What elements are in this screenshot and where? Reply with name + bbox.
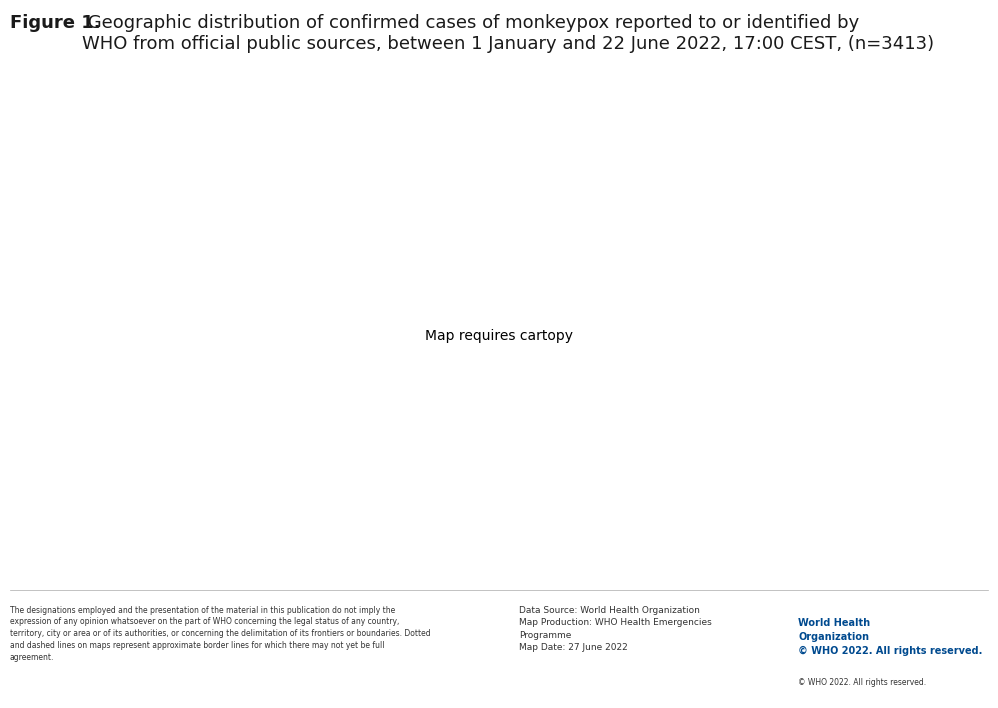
Text: Figure 1.: Figure 1. — [10, 14, 101, 32]
Text: Geographic distribution of confirmed cases of monkeypox reported to or identifie: Geographic distribution of confirmed cas… — [82, 14, 934, 52]
Text: Map requires cartopy: Map requires cartopy — [425, 329, 573, 343]
Text: Data Source: World Health Organization
Map Production: WHO Health Emergencies
Pr: Data Source: World Health Organization M… — [519, 605, 712, 652]
Text: World Health
Organization
© WHO 2022. All rights reserved.: World Health Organization © WHO 2022. Al… — [798, 617, 983, 656]
Text: © WHO 2022. All rights reserved.: © WHO 2022. All rights reserved. — [798, 678, 926, 687]
Text: The designations employed and the presentation of the material in this publicati: The designations employed and the presen… — [10, 605, 430, 662]
